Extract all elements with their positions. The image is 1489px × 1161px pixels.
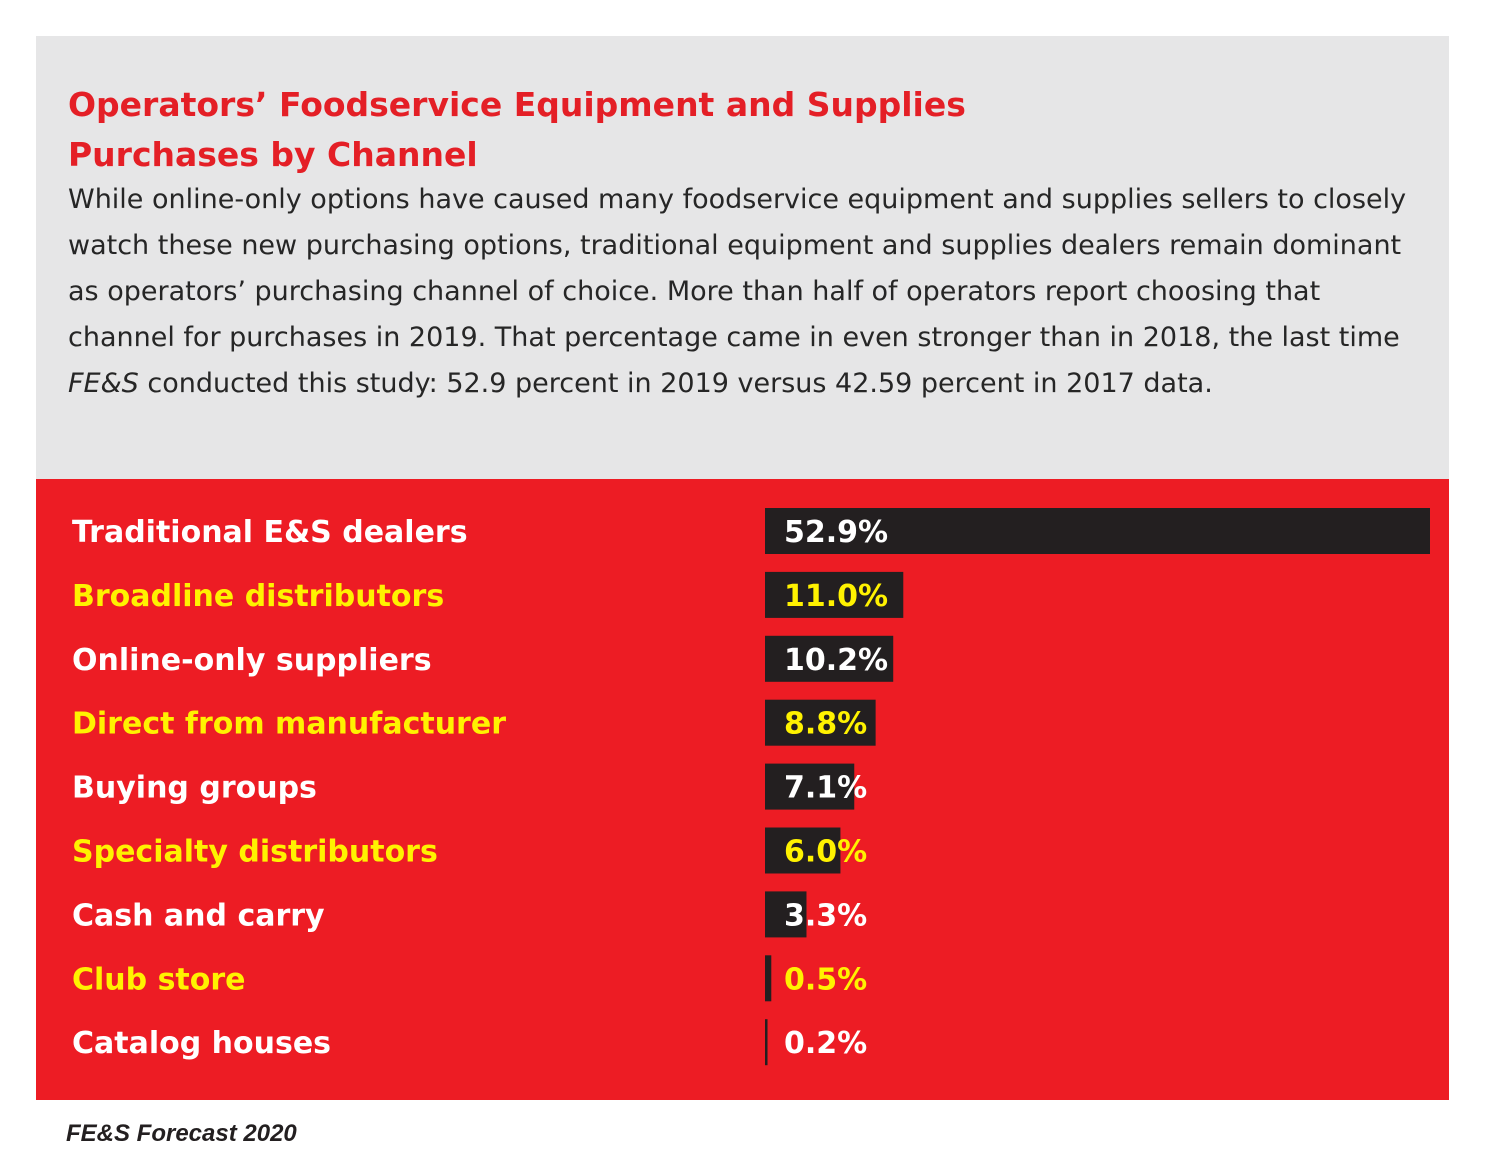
category-label: Traditional E&S dealers (72, 515, 468, 550)
data-label: 6.0% (784, 835, 867, 870)
category-label: Club store (72, 962, 246, 997)
data-label: 7.1% (784, 771, 867, 806)
bar (765, 571, 904, 618)
category-label: Buying groups (72, 771, 317, 806)
data-label: 0.2% (784, 1026, 867, 1061)
bar (765, 508, 1430, 554)
category-label: Broadline distributors (72, 579, 444, 614)
chart-area: Traditional E&S dealers 52.9% Broadline di… (36, 479, 1449, 1100)
source-note: FE&S Forecast 2020 (66, 1120, 297, 1147)
category-label: Catalog houses (72, 1026, 331, 1061)
category-label: Specialty distributors (72, 835, 438, 870)
chart-title-line-1: Operators’ Foodservice Equipment and Sup… (68, 85, 966, 124)
data-label: 8.8% (784, 707, 867, 742)
bar-chart: Traditional E&S dealers 52.9% Broadline di… (72, 508, 1430, 1066)
data-label: 0.5% (784, 962, 867, 997)
data-label: 10.2% (784, 643, 888, 678)
data-label: 11.0% (784, 579, 888, 614)
chart-description: While online-only options have caused ma… (68, 177, 1428, 407)
category-label: Cash and carry (72, 898, 325, 933)
bar (765, 699, 876, 746)
chart-title: Operators’ Foodservice Equipment and Sup… (68, 80, 1268, 180)
bar (765, 635, 894, 682)
data-label: 3.3% (784, 898, 867, 933)
chart-title-line-2: Purchases by Channel (68, 135, 478, 174)
bar (765, 763, 855, 810)
bar (765, 1019, 768, 1066)
category-label: Online-only suppliers (72, 643, 432, 678)
description-text-1: While online-only options have caused ma… (68, 184, 1407, 353)
description-text-2: conducted this study: 52.9 percent in 20… (138, 368, 1213, 399)
data-label: 52.9% (784, 515, 888, 550)
category-label: Direct from manufacturer (72, 707, 506, 742)
bar (765, 827, 841, 874)
bar (765, 891, 807, 938)
bar (765, 955, 772, 1002)
header-panel: Operators’ Foodservice Equipment and Sup… (36, 36, 1449, 479)
description-italic: FE&S (68, 368, 139, 399)
